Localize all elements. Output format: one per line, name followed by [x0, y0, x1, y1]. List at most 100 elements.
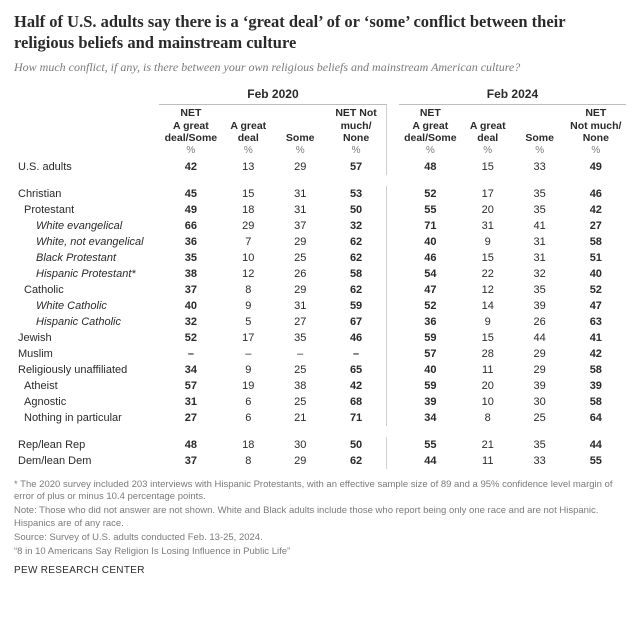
- row-label: White Catholic: [14, 298, 159, 314]
- cell-value: 65: [326, 362, 386, 378]
- cell-value: 50: [326, 437, 386, 453]
- cell-value: 40: [566, 266, 626, 282]
- table-row: Black Protestant3510256246153151: [14, 250, 626, 266]
- cell-value: 52: [566, 282, 626, 298]
- row-label: Agnostic: [14, 394, 159, 410]
- cell-value: 32: [514, 266, 566, 282]
- cell-value: 63: [566, 314, 626, 330]
- cell-value: 12: [462, 282, 514, 298]
- cell-value: 45: [159, 186, 222, 202]
- cell-value: 57: [326, 159, 386, 175]
- cell-value: 18: [222, 437, 274, 453]
- cell-value: 37: [159, 282, 222, 298]
- cell-value: 55: [566, 453, 626, 469]
- cell-value: 55: [399, 437, 462, 453]
- cell-value: 64: [566, 410, 626, 426]
- col-great-1: A greatdeal: [222, 105, 274, 145]
- cell-value: 36: [399, 314, 462, 330]
- cell-value: 71: [399, 218, 462, 234]
- cell-value: 71: [326, 410, 386, 426]
- cell-value: 31: [274, 202, 326, 218]
- cell-value: 15: [462, 330, 514, 346]
- cell-value: 57: [159, 378, 222, 394]
- cell-value: 40: [399, 362, 462, 378]
- table-row: Nothing in particular27621713482564: [14, 410, 626, 426]
- note-source: Source: Survey of U.S. adults conducted …: [14, 532, 626, 545]
- cell-value: 38: [159, 266, 222, 282]
- cell-value: 19: [222, 378, 274, 394]
- col-some-2: Some: [514, 105, 566, 145]
- table-row: Muslim––––57282942: [14, 346, 626, 362]
- cell-value: 25: [514, 410, 566, 426]
- cell-value: 30: [274, 437, 326, 453]
- cell-value: 27: [274, 314, 326, 330]
- note-report-title: “8 in 10 Americans Say Religion Is Losin…: [14, 546, 626, 559]
- col-net-none-1: NET Notmuch/None: [326, 105, 386, 145]
- data-table: Feb 2020 Feb 2024 NETA greatdeal/Some A …: [14, 85, 626, 468]
- table-row: Dem/lean Dem378296244113355: [14, 453, 626, 469]
- cell-value: 31: [274, 186, 326, 202]
- cell-value: 15: [462, 250, 514, 266]
- cell-value: 35: [514, 282, 566, 298]
- cell-value: 35: [514, 202, 566, 218]
- cell-value: 58: [326, 266, 386, 282]
- cell-value: 31: [462, 218, 514, 234]
- cell-value: 25: [274, 250, 326, 266]
- pct-label: %: [159, 145, 222, 159]
- cell-value: 58: [566, 234, 626, 250]
- cell-value: 44: [566, 437, 626, 453]
- cell-value: 9: [462, 314, 514, 330]
- cell-value: 58: [566, 394, 626, 410]
- cell-value: 41: [566, 330, 626, 346]
- cell-value: 39: [514, 298, 566, 314]
- cell-value: 53: [326, 186, 386, 202]
- row-label: Christian: [14, 186, 159, 202]
- cell-value: 9: [462, 234, 514, 250]
- cell-value: 8: [222, 282, 274, 298]
- cell-value: 52: [399, 298, 462, 314]
- cell-value: 14: [462, 298, 514, 314]
- row-label: Rep/lean Rep: [14, 437, 159, 453]
- cell-value: 7: [222, 234, 274, 250]
- cell-value: 9: [222, 362, 274, 378]
- row-label: Protestant: [14, 202, 159, 218]
- cell-value: 59: [399, 378, 462, 394]
- cell-value: 37: [159, 453, 222, 469]
- row-label: Hispanic Catholic: [14, 314, 159, 330]
- cell-value: 38: [274, 378, 326, 394]
- row-label: Black Protestant: [14, 250, 159, 266]
- cell-value: 39: [399, 394, 462, 410]
- row-label: Religiously unaffiliated: [14, 362, 159, 378]
- table-row: Protestant4918315055203542: [14, 202, 626, 218]
- cell-value: 44: [399, 453, 462, 469]
- row-label: Muslim: [14, 346, 159, 362]
- cell-value: 48: [399, 159, 462, 175]
- cell-value: 49: [159, 202, 222, 218]
- cell-value: 29: [274, 234, 326, 250]
- cell-value: 6: [222, 410, 274, 426]
- cell-value: 21: [462, 437, 514, 453]
- cell-value: 49: [566, 159, 626, 175]
- year-2024-header: Feb 2024: [399, 85, 626, 105]
- cell-value: 6: [222, 394, 274, 410]
- cell-value: 26: [274, 266, 326, 282]
- cell-value: 34: [399, 410, 462, 426]
- cell-value: 33: [514, 453, 566, 469]
- table-row: White Catholic409315952143947: [14, 298, 626, 314]
- cell-value: 46: [326, 330, 386, 346]
- cell-value: 28: [462, 346, 514, 362]
- cell-value: 35: [514, 186, 566, 202]
- cell-value: –: [274, 346, 326, 362]
- cell-value: 42: [566, 346, 626, 362]
- col-some-1: Some: [274, 105, 326, 145]
- cell-value: 50: [326, 202, 386, 218]
- footer-org: PEW RESEARCH CENTER: [14, 565, 626, 576]
- table-title: Half of U.S. adults say there is a ‘grea…: [14, 12, 626, 53]
- cell-value: 18: [222, 202, 274, 218]
- cell-value: 59: [399, 330, 462, 346]
- cell-value: 9: [222, 298, 274, 314]
- cell-value: 35: [159, 250, 222, 266]
- row-label: Dem/lean Dem: [14, 453, 159, 469]
- cell-value: 42: [566, 202, 626, 218]
- cell-value: –: [326, 346, 386, 362]
